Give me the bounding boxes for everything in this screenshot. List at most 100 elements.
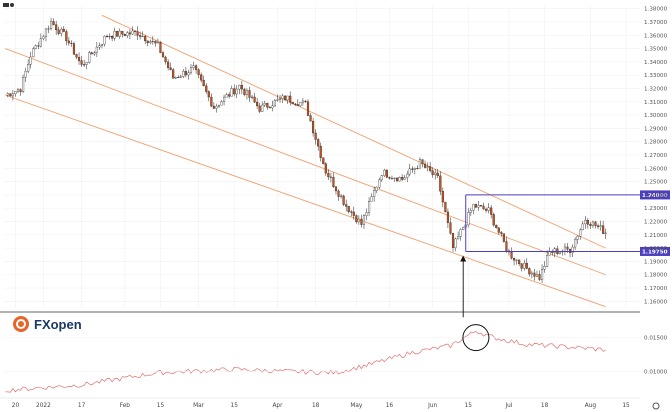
candle-body-111 [286, 95, 289, 101]
candle-body-159 [408, 168, 411, 175]
candle-body-6 [19, 89, 22, 93]
candle-body-207 [530, 272, 533, 275]
time-tick-6: 15 [231, 403, 239, 409]
time-tick-13: Jul [504, 403, 512, 409]
level-label-0: 1.24000 [642, 193, 668, 199]
highlight-circle [462, 324, 490, 352]
candle-body-134 [345, 204, 348, 207]
candle-body-38 [100, 43, 104, 46]
candle-body-150 [385, 169, 388, 178]
candle-body-164 [421, 159, 424, 165]
channel-line-2 [5, 94, 606, 308]
candle-body-163 [418, 159, 422, 169]
candle-body-156 [401, 177, 404, 180]
candle-body-209 [535, 274, 539, 277]
price-tick-0: 1.38000 [644, 7, 668, 13]
price-tick-5: 1.33000 [644, 73, 668, 79]
candle-body-23 [62, 28, 65, 32]
candle-body-180 [462, 227, 465, 230]
candle-body-76 [197, 69, 200, 75]
candle-body-124 [319, 145, 322, 158]
price-tick-6: 1.32000 [644, 86, 668, 92]
candle-body-40 [105, 35, 109, 37]
candle-body-60 [156, 42, 159, 44]
price-tick-13: 1.25000 [644, 180, 668, 186]
candle-body-176 [451, 233, 455, 248]
candle-body-118 [304, 100, 307, 102]
candle-body-197 [505, 241, 508, 252]
candle-body-184 [472, 204, 475, 211]
candle-body-231 [591, 221, 595, 226]
candle-body-195 [500, 232, 503, 234]
candle-body-224 [574, 239, 577, 248]
candle-body-59 [154, 40, 157, 44]
candle-body-203 [520, 263, 523, 269]
fxopen-logo: FXopen [13, 316, 82, 332]
annotations [460, 255, 467, 318]
candle-body-87 [225, 94, 228, 98]
candle-body-46 [121, 30, 124, 35]
price-tick-4: 1.34000 [644, 60, 668, 66]
candle-body-109 [281, 95, 284, 99]
candle-body-56 [146, 40, 149, 44]
candle-body-190 [487, 207, 490, 211]
time-tick-16: 15 [622, 403, 630, 409]
candle-body-143 [367, 201, 371, 213]
time-tick-0: 20 [12, 403, 20, 409]
candle-body-236 [604, 232, 607, 234]
candle-body-36 [95, 46, 98, 53]
fxopen-sun-icon [13, 316, 29, 332]
candle-body-61 [159, 42, 162, 53]
candle-body-208 [533, 272, 536, 277]
candle-body-70 [182, 71, 185, 77]
candle-body-72 [187, 72, 190, 76]
price-tick-8: 1.30000 [644, 113, 668, 119]
candle-body-58 [151, 40, 154, 42]
horizontal-levels: 1.24000 1.19750 [465, 190, 670, 256]
candle-body-81 [210, 96, 213, 107]
candle-body-157 [403, 177, 406, 180]
candle-body-103 [266, 102, 269, 108]
candle-body-153 [393, 177, 396, 179]
candle-body-117 [301, 100, 304, 103]
candle-body-204 [523, 262, 526, 269]
candle-body-132 [340, 195, 343, 197]
candle-body-99 [256, 101, 259, 107]
candle-body-211 [540, 268, 544, 280]
channel-line-1 [5, 48, 606, 276]
time-tick-8: 18 [312, 403, 320, 409]
candle-body-202 [518, 259, 521, 264]
price-channel [5, 14, 606, 308]
candle-body-15 [42, 36, 45, 39]
candle-body-85 [220, 101, 223, 106]
candle-body-89 [230, 88, 233, 97]
candle-body-172 [441, 190, 444, 203]
candle-body-169 [434, 172, 437, 175]
candle-body-128 [329, 176, 332, 178]
candle-body-178 [457, 236, 460, 240]
candle-body-126 [324, 163, 327, 174]
candle-body-42 [111, 36, 114, 39]
candle-body-218 [558, 251, 561, 254]
candle-body-49 [128, 32, 131, 35]
candle-body-112 [289, 95, 292, 103]
candle-body-119 [306, 101, 310, 116]
time-tick-4: 15 [157, 403, 165, 409]
time-tick-15: Aug [585, 403, 597, 409]
candle-body-10 [29, 56, 32, 65]
price-tick-22: 1.16000 [644, 299, 668, 305]
candle-body-94 [243, 88, 246, 95]
candle-body-216 [553, 248, 556, 253]
candle-body-235 [602, 225, 605, 234]
candle-body-96 [248, 90, 251, 98]
candle-body-170 [436, 172, 439, 177]
price-tick-18: 1.20000 [644, 246, 668, 252]
candle-body-3 [11, 93, 14, 97]
candle-body-71 [184, 71, 187, 76]
candles [6, 17, 607, 283]
candle-body-122 [314, 132, 317, 140]
arrow-head-icon [460, 255, 467, 262]
candle-body-228 [584, 220, 587, 225]
price-tick-14: 1.24000 [644, 193, 668, 199]
